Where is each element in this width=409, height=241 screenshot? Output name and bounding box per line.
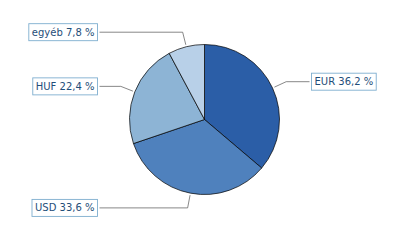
connector — [100, 32, 186, 45]
slice-label: HUF 22,4 % — [36, 81, 95, 92]
labels: EUR 36,2 % USD 33,6 % HUF 22,4 % egyéb 7,8 … — [29, 24, 376, 217]
connector — [100, 195, 191, 208]
connector — [100, 86, 133, 91]
slice-label: USD 33,6 % — [35, 202, 95, 213]
pie — [130, 45, 280, 195]
pie-slice — [169, 45, 204, 120]
label-box — [29, 24, 98, 41]
slice-label: egyéb 7,8 % — [32, 27, 95, 38]
label-box — [312, 73, 377, 90]
chart: EUR 36,2 % USD 33,6 % HUF 22,4 % egyéb 7,8 … — [0, 0, 409, 241]
label-box — [33, 78, 98, 95]
label-box — [32, 199, 98, 216]
connector — [274, 82, 309, 87]
slice-label: EUR 36,2 % — [315, 76, 374, 87]
